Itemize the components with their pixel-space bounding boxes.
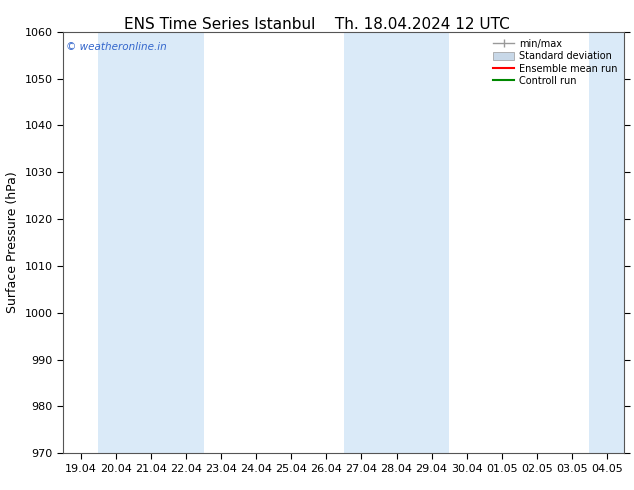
Text: ENS Time Series Istanbul    Th. 18.04.2024 12 UTC: ENS Time Series Istanbul Th. 18.04.2024 … <box>124 17 510 32</box>
Bar <box>98 32 204 453</box>
Legend: min/max, Standard deviation, Ensemble mean run, Controll run: min/max, Standard deviation, Ensemble me… <box>491 37 619 88</box>
Bar <box>590 32 634 453</box>
Text: © weatheronline.in: © weatheronline.in <box>66 43 167 52</box>
Y-axis label: Surface Pressure (hPa): Surface Pressure (hPa) <box>6 172 19 314</box>
Bar <box>344 32 449 453</box>
